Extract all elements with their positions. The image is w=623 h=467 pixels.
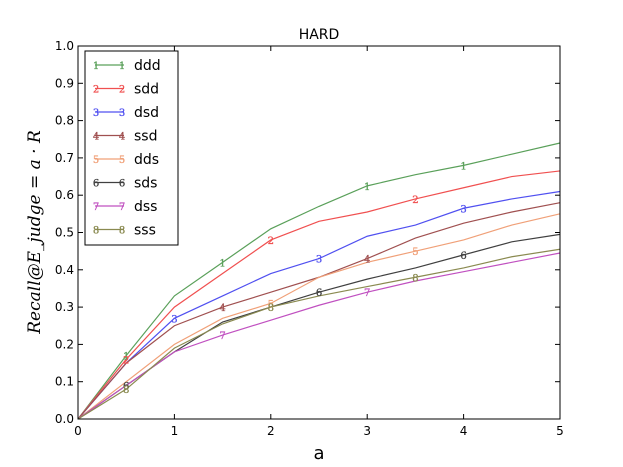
legend-label-dss: dss (134, 199, 157, 215)
series-line-ddd (77, 142, 561, 420)
y-tick-label: 0.8 (55, 114, 74, 128)
x-tick-label: 1 (171, 424, 179, 438)
series-marker-sdd: 2 (123, 355, 129, 366)
x-tick-label: 0 (74, 424, 82, 438)
series-line-dsd (77, 190, 561, 420)
series-marker-sdd: 2 (412, 195, 418, 206)
series-marker-dsd: 3 (460, 204, 466, 215)
series-line-sss (77, 248, 561, 420)
series-marker-sss: 8 (268, 303, 274, 314)
series-marker-sdd: 2 (268, 236, 274, 247)
legend-marker-dds: 5 (119, 155, 125, 166)
legend-marker-sds: 6 (119, 179, 125, 190)
y-tick-label: 0.9 (55, 76, 74, 90)
series-marker-dsd: 3 (171, 314, 177, 325)
legend-marker-sdd: 2 (93, 85, 99, 96)
legend-marker-ddd: 1 (93, 61, 99, 72)
y-tick-label: 0.6 (55, 188, 74, 202)
series-marker-ddd: 1 (364, 182, 370, 193)
series-line-sdd (77, 170, 561, 420)
legend-box (84, 50, 179, 246)
legend-marker-dss: 7 (93, 202, 99, 213)
legend-label-dsd: dsd (134, 105, 159, 121)
series-marker-sds: 6 (460, 251, 466, 262)
x-tick-label: 2 (267, 424, 275, 438)
series-marker-dss: 7 (364, 288, 370, 299)
legend-label-dds: dds (134, 152, 159, 168)
legend-marker-ssd: 4 (119, 132, 125, 143)
legend-marker-ssd: 4 (93, 132, 99, 143)
series-marker-sds: 6 (123, 381, 129, 392)
series-marker-dds: 5 (412, 247, 418, 258)
x-tick-label: 5 (556, 424, 564, 438)
series-marker-dss: 7 (219, 331, 225, 342)
y-tick-label: 0.0 (55, 412, 74, 426)
y-tick-label: 0.4 (55, 263, 74, 277)
y-tick-label: 0.2 (55, 337, 74, 351)
series-marker-sss: 8 (412, 273, 418, 284)
series-marker-ssd: 4 (364, 255, 370, 266)
chart-title: HARD (299, 27, 340, 43)
y-tick-label: 1.0 (55, 39, 74, 53)
series-marker-dsd: 3 (316, 255, 322, 266)
legend-marker-sds: 6 (93, 179, 99, 190)
legend-marker-ddd: 1 (119, 61, 125, 72)
series-marker-ddd: 1 (219, 258, 225, 269)
legend-marker-dsd: 3 (119, 108, 125, 119)
legend-marker-sss: 8 (93, 226, 99, 237)
legend-label-ddd: ddd (134, 58, 161, 74)
x-axis-label: a (313, 443, 324, 464)
legend-label-sdd: sdd (134, 82, 159, 98)
y-tick-label: 0.1 (55, 375, 74, 389)
x-tick-label: 3 (363, 424, 371, 438)
y-tick-label: 0.7 (55, 151, 74, 165)
series-marker-sss: 8 (123, 385, 129, 396)
legend-marker-sdd: 2 (119, 85, 125, 96)
series-marker-ssd: 4 (219, 303, 225, 314)
y-axis-label: Recall@E_judge = a · R (25, 130, 45, 335)
series-marker-dds: 5 (268, 299, 274, 310)
series-line-dds (77, 213, 561, 420)
legend-label-ssd: ssd (134, 129, 157, 145)
y-tick-label: 0.5 (55, 226, 74, 240)
legend-label-sss: sss (134, 223, 156, 239)
legend-marker-dss: 7 (119, 202, 125, 213)
series-marker-sds: 6 (316, 288, 322, 299)
legend-marker-dds: 5 (93, 155, 99, 166)
series-marker-ddd: 1 (123, 352, 129, 363)
series-marker-ddd: 1 (460, 161, 466, 172)
legend-marker-sss: 8 (119, 226, 125, 237)
legend-label-sds: sds (134, 176, 157, 192)
series-line-dss (77, 252, 561, 420)
y-tick-label: 0.3 (55, 300, 74, 314)
x-tick-label: 4 (460, 424, 468, 438)
legend-marker-dsd: 3 (93, 108, 99, 119)
